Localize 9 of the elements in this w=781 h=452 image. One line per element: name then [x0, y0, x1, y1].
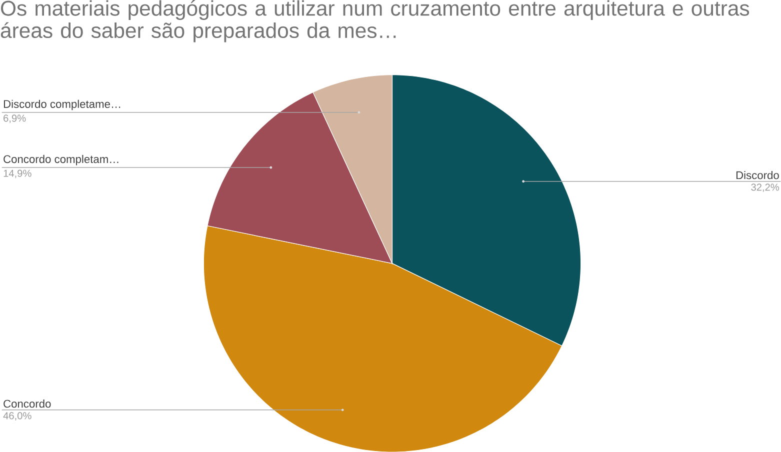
data-label: 14,9%	[4, 170, 32, 178]
slice-label: Discordo completame…	[4, 100, 120, 110]
data-label: 46,0%	[3, 412, 32, 420]
chart-title: Os materiais pedagógicos a utilizar num cruzamento entre arquitetura e outras áreas do saber são preparados da mes…	[0, 0, 750, 42]
slice-label: Discordo	[736, 170, 779, 179]
slice-label: Concordo completam…	[4, 154, 118, 166]
slice-label: Concordo	[4, 399, 51, 408]
data-label: 6,9%	[4, 114, 26, 123]
data-label: 32,2%	[751, 183, 780, 192]
